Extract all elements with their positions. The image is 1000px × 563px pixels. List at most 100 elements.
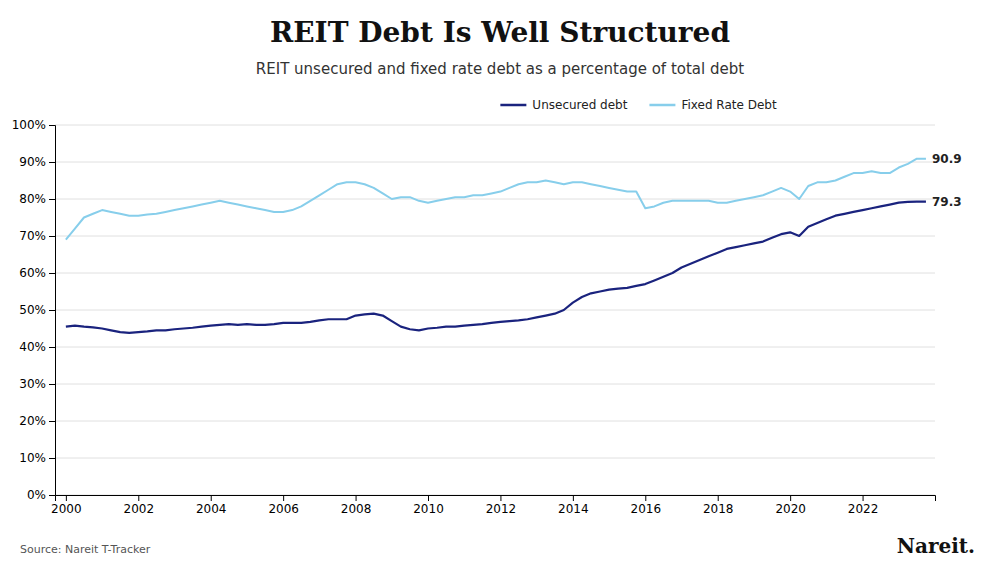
y-tick: 20% [19,414,55,428]
tick-mark [66,495,67,501]
tick-mark [49,310,55,311]
y-tick: 80% [19,192,55,206]
tick-mark [500,495,501,501]
legend: Unsecured debt Fixed Rate Debt [500,98,777,112]
grid-line [55,347,935,348]
tick-label: 40% [19,340,46,354]
y-tick: 70% [19,229,55,243]
x-tick: 2006 [268,495,299,516]
grid-line [55,421,935,422]
grid-line [55,458,935,459]
tick-mark [49,458,55,459]
tick-mark [49,273,55,274]
end-label: 79.3 [932,195,962,209]
grid-line [55,310,935,311]
grid-line [55,384,935,385]
y-tick: 50% [19,303,55,317]
tick-mark [645,495,646,501]
tick-label: 2000 [51,502,82,516]
x-tick: 2014 [558,495,589,516]
tick-mark [49,199,55,200]
tick-label: 60% [19,266,46,280]
tick-label: 70% [19,229,46,243]
tick-label: 2006 [268,502,299,516]
legend-item: Unsecured debt [500,98,627,112]
tick-mark [790,495,791,501]
lines [66,159,926,333]
tick-label: 20% [19,414,46,428]
tick-mark [283,495,284,501]
series-line [66,202,926,333]
tick-mark [49,347,55,348]
tick-label: 0% [27,488,46,502]
x-tick: 2012 [486,495,517,516]
tick-label: 2016 [631,502,662,516]
y-tick: 60% [19,266,55,280]
x-tick: 2010 [413,495,444,516]
tick-mark [863,495,864,501]
y-tick: 90% [19,155,55,169]
tick-label: 2008 [341,502,372,516]
tick-label: 50% [19,303,46,317]
x-tick: 2020 [775,495,806,516]
source: Source: Nareit T-Tracker [20,543,151,556]
title: REIT Debt Is Well Structured [270,16,730,49]
end-label: 90.9 [932,152,962,166]
tick-mark [49,162,55,163]
tick-mark [49,236,55,237]
tick-mark [138,495,139,501]
grid-line [55,162,935,163]
grid-line [55,273,935,274]
y-tick: 100% [12,118,55,132]
tick-label: 2012 [486,502,517,516]
x-tick: 2004 [196,495,227,516]
tick-mark [49,125,55,126]
tick-label: 2014 [558,502,589,516]
grid [55,125,935,495]
tick-mark [211,495,212,501]
tick-label: 80% [19,192,46,206]
legend-item: Fixed Rate Debt [649,98,776,112]
x-tick: 2000 [51,495,82,516]
tick-mark [718,495,719,501]
plot: 2000 2002 2004 2006 2008 2010 2012 2014 2016 2018… [12,118,962,515]
x-tick: 2008 [341,495,372,516]
tick-label: 2022 [848,502,879,516]
tick-label: 30% [19,377,46,391]
tick-mark [49,421,55,422]
tick-label: 2010 [413,502,444,516]
credit: Nareit. [897,534,975,558]
axis-line [56,496,936,502]
legend-label: Fixed Rate Debt [681,98,776,112]
tick-label: 2002 [124,502,155,516]
subtitle: REIT unsecured and fixed rate debt as a … [256,60,744,78]
grid-line [55,199,935,200]
axis-line [49,126,56,496]
legend-label: Unsecured debt [532,98,627,112]
tick-label: 10% [19,451,46,465]
x-tick: 2002 [124,495,155,516]
y-tick: 30% [19,377,55,391]
x-tick: 2022 [848,495,879,516]
tick-label: 100% [12,118,46,132]
x-tick: 2016 [631,495,662,516]
chart: REIT Debt Is Well Structured REIT unsecur… [0,0,1000,563]
tick-mark [356,495,357,501]
tick-mark [49,495,55,496]
x-axis: 2000 2002 2004 2006 2008 2010 2012 2014 2016 2018… [51,495,935,516]
legend-swatch [649,104,675,107]
tick-mark [573,495,574,501]
tick-label: 2020 [775,502,806,516]
y-axis: 0% 10% 20% 30% 40% 50% 60% 70% 80% 90% 100% [12,118,56,502]
tick-label: 2018 [703,502,734,516]
grid-line [55,125,935,126]
annotations: 90.9 79.3 [932,152,962,209]
tick-label: 2004 [196,502,227,516]
y-tick: 10% [19,451,55,465]
tick-mark [49,384,55,385]
legend-swatch [500,104,526,107]
tick-label: 90% [19,155,46,169]
series-line [66,159,926,240]
grid-line [55,236,935,237]
tick-mark [428,495,429,501]
